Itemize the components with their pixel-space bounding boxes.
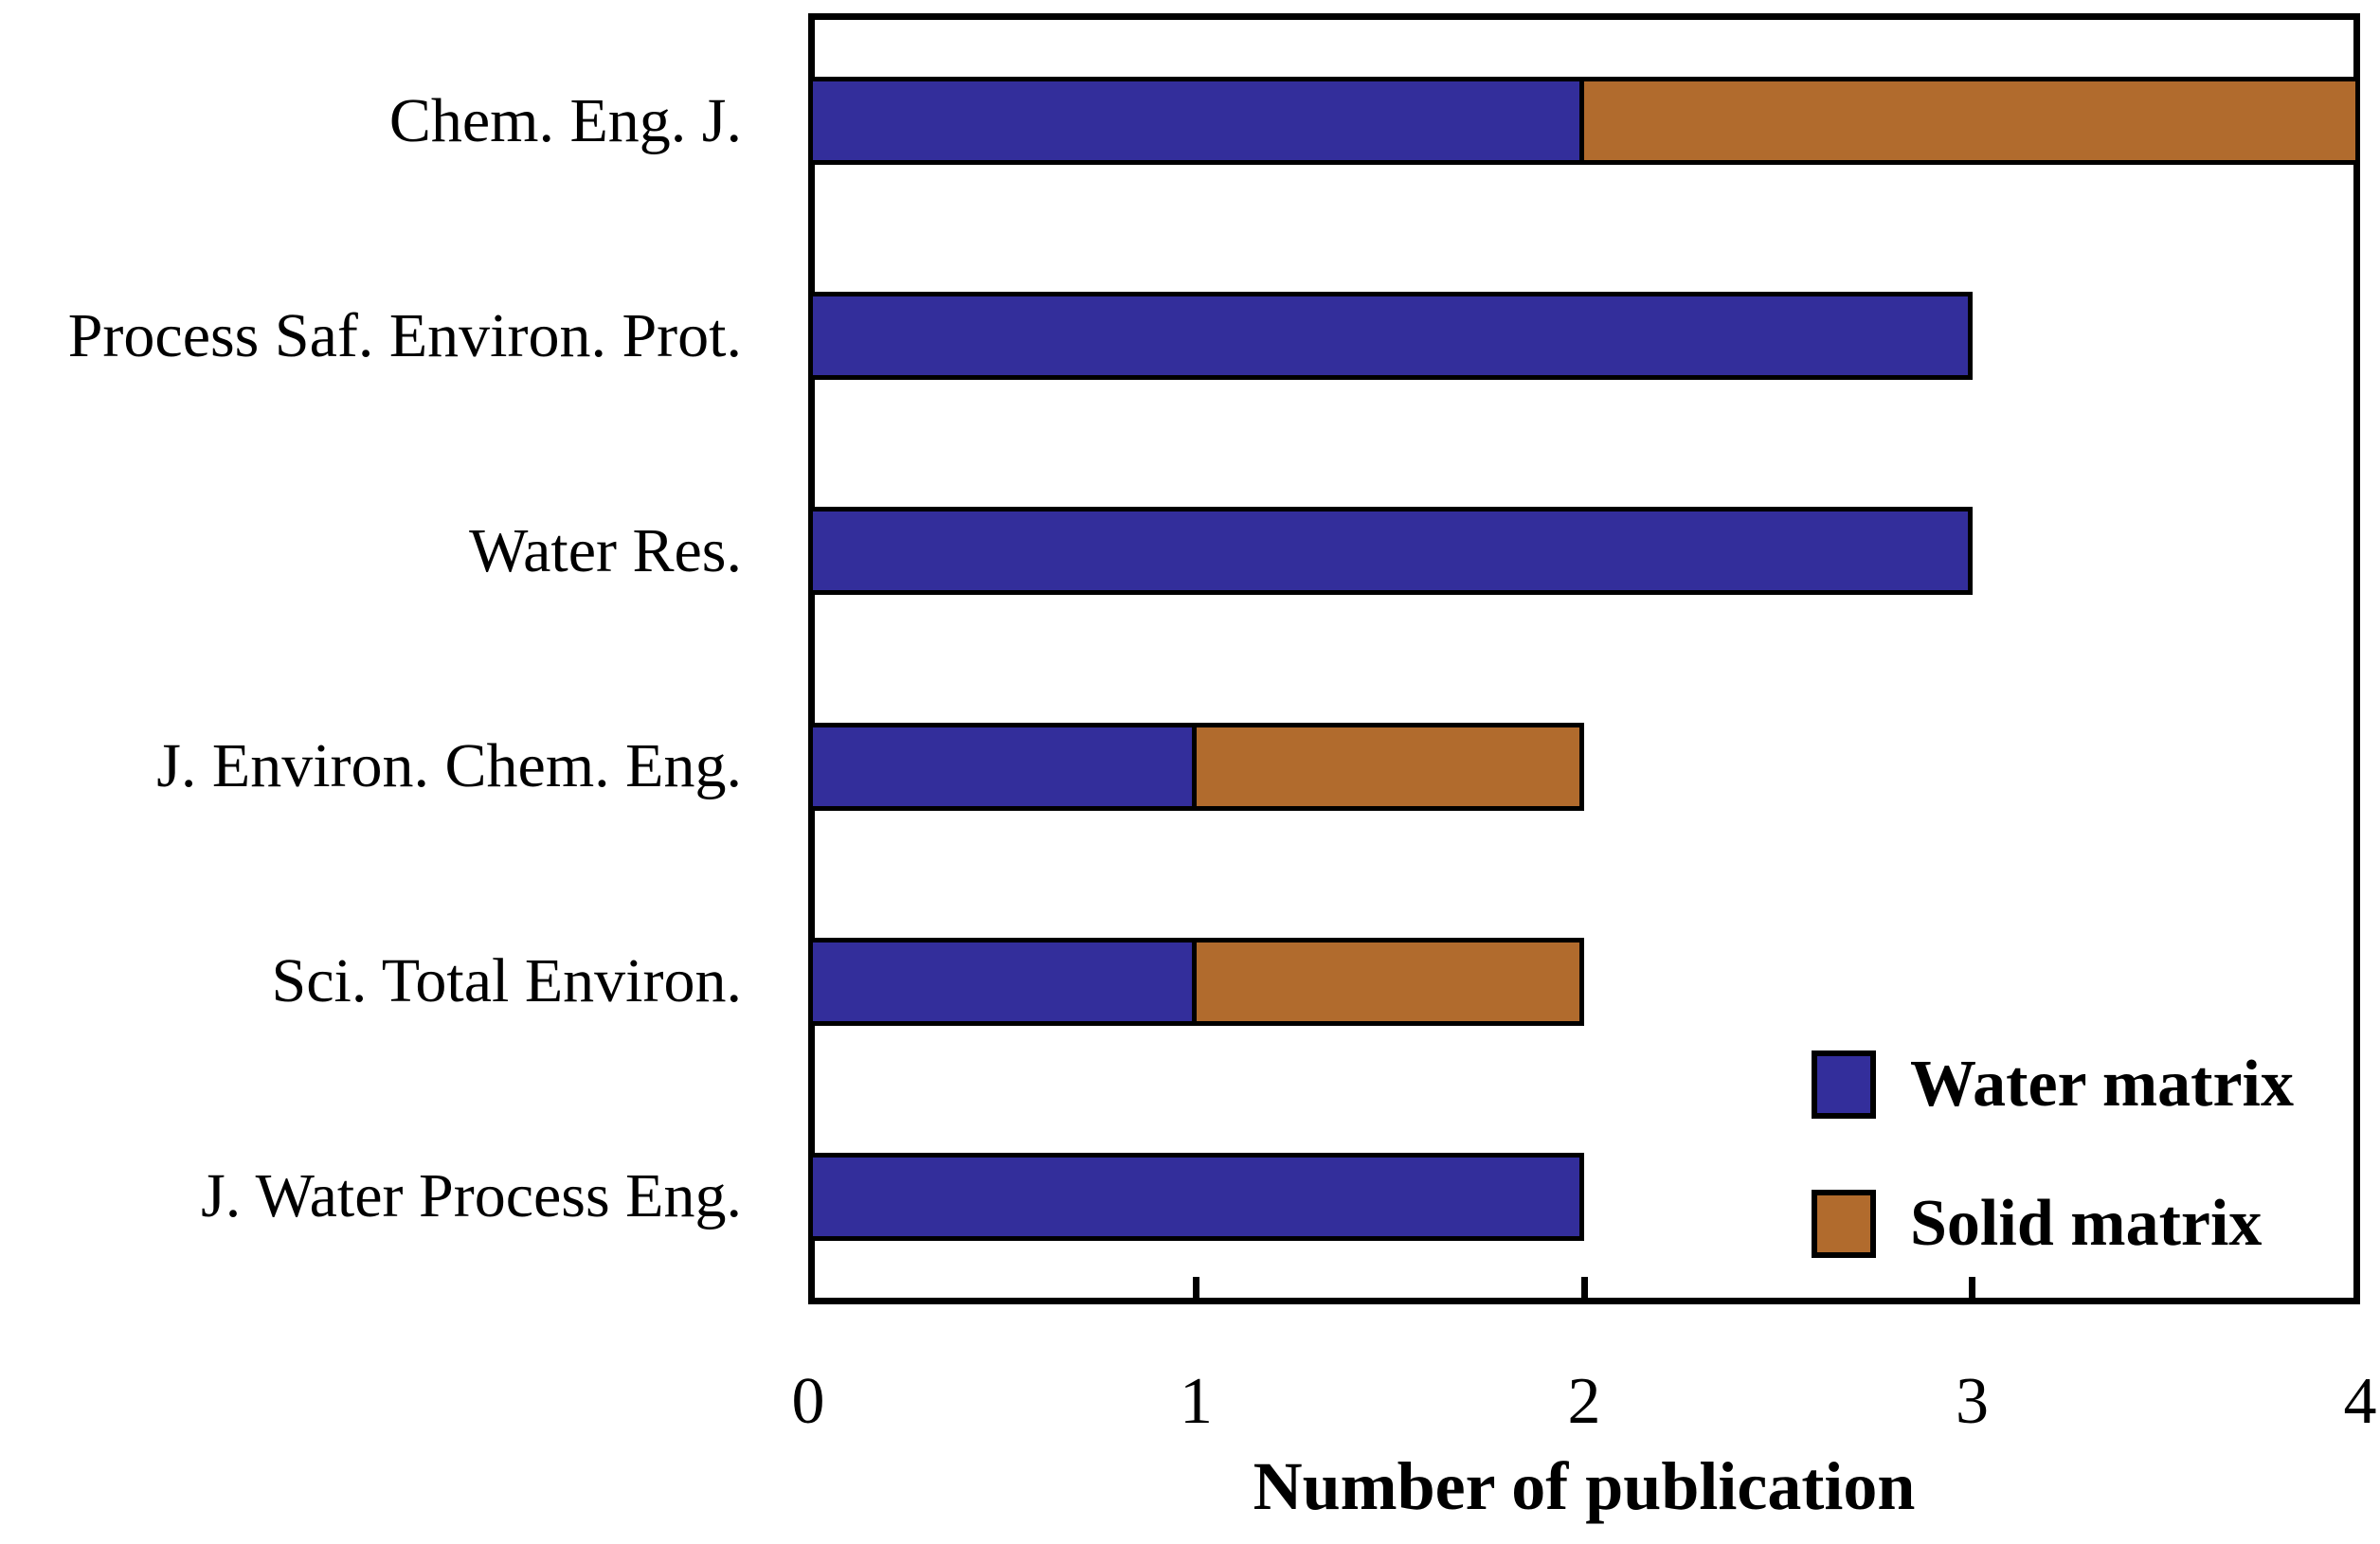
- x-axis-tick-1: [1193, 1277, 1199, 1298]
- bar-segment-water-matrix-chem-eng-j: [808, 77, 1584, 166]
- x-axis-tick-label-0: 0: [791, 1365, 825, 1438]
- legend-label-water-matrix: Water matrix: [1910, 1048, 2294, 1121]
- legend-item-solid-matrix: Solid matrix: [1812, 1187, 2262, 1261]
- legend-label-solid-matrix: Solid matrix: [1910, 1187, 2263, 1260]
- bar-segment-water-matrix-j-environ-chem-eng: [808, 722, 1197, 811]
- legend-item-water-matrix: Water matrix: [1812, 1048, 2294, 1122]
- category-label-process-saf-environ-prot: Process Saf. Environ. Prot.: [67, 300, 742, 370]
- x-axis-tick-label-2: 2: [1567, 1365, 1601, 1438]
- bar-segment-water-matrix-water-res: [808, 507, 1973, 596]
- bar-segment-water-matrix-process-saf-environ-prot: [808, 292, 1973, 381]
- category-label-sci-total-environ: Sci. Total Environ.: [271, 946, 742, 1016]
- bar-segment-water-matrix-j-water-process-eng: [808, 1152, 1584, 1241]
- bar-segment-solid-matrix-chem-eng-j: [1579, 77, 2360, 166]
- category-label-water-res: Water Res.: [469, 515, 742, 585]
- bar-segment-solid-matrix-j-environ-chem-eng: [1191, 722, 1584, 811]
- x-axis-tick-label-4: 4: [2343, 1365, 2377, 1438]
- legend-swatch-solid-matrix: [1812, 1190, 1876, 1258]
- category-label-chem-eng-j: Chem. Eng. J.: [388, 85, 742, 155]
- x-axis-tick-label-3: 3: [1956, 1365, 1989, 1438]
- plot-area: [808, 13, 2360, 1304]
- bar-segment-solid-matrix-sci-total-environ: [1191, 937, 1584, 1026]
- legend-swatch-water-matrix: [1812, 1050, 1876, 1119]
- x-axis-tick-2: [1580, 1277, 1588, 1298]
- category-label-j-environ-chem-eng: J. Environ. Chem. Eng.: [156, 731, 742, 801]
- x-axis-title: Number of publication: [1253, 1448, 1916, 1524]
- x-axis-tick-3: [1969, 1277, 1975, 1298]
- category-label-j-water-process-eng: J. Water Process Eng.: [201, 1161, 742, 1231]
- bar-segment-water-matrix-sci-total-environ: [808, 937, 1197, 1026]
- x-axis-tick-label-1: 1: [1180, 1365, 1213, 1438]
